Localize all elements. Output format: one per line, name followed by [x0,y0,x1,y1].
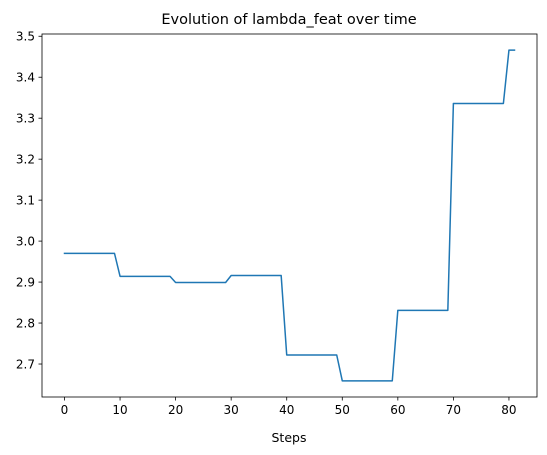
x-tick-label: 20 [168,403,183,417]
y-tick-label: 2.8 [16,316,35,330]
series-line [63,49,516,382]
y-tick-label: 3.2 [16,152,35,166]
axes-frame [41,33,538,398]
y-tick-label: 3.3 [16,111,35,125]
y-tick-label: 3.5 [16,30,35,44]
x-tick-label: 50 [335,403,350,417]
y-tick-label: 3.0 [16,234,35,248]
x-tick-label: 10 [112,403,127,417]
x-axis-label: Steps [272,430,307,445]
y-tick-label: 2.7 [16,357,35,371]
x-tick-label: 60 [390,403,405,417]
x-tick-label: 30 [224,403,239,417]
chart-title: Evolution of lambda_feat over time [161,12,416,28]
y-tick-label: 2.9 [16,275,35,289]
x-tick-label: 80 [501,403,516,417]
x-tick-label: 70 [446,403,461,417]
y-tick-label: 3.4 [16,71,35,85]
x-tick-label: 0 [61,403,69,417]
x-tick-label: 40 [279,403,294,417]
y-tick-label: 3.1 [16,193,35,207]
plot-area: 0 10 20 30 40 50 60 70 80 2.7 2.8 2.9 3.0 3.1 3.2 3.3 3.… [16,30,538,417]
